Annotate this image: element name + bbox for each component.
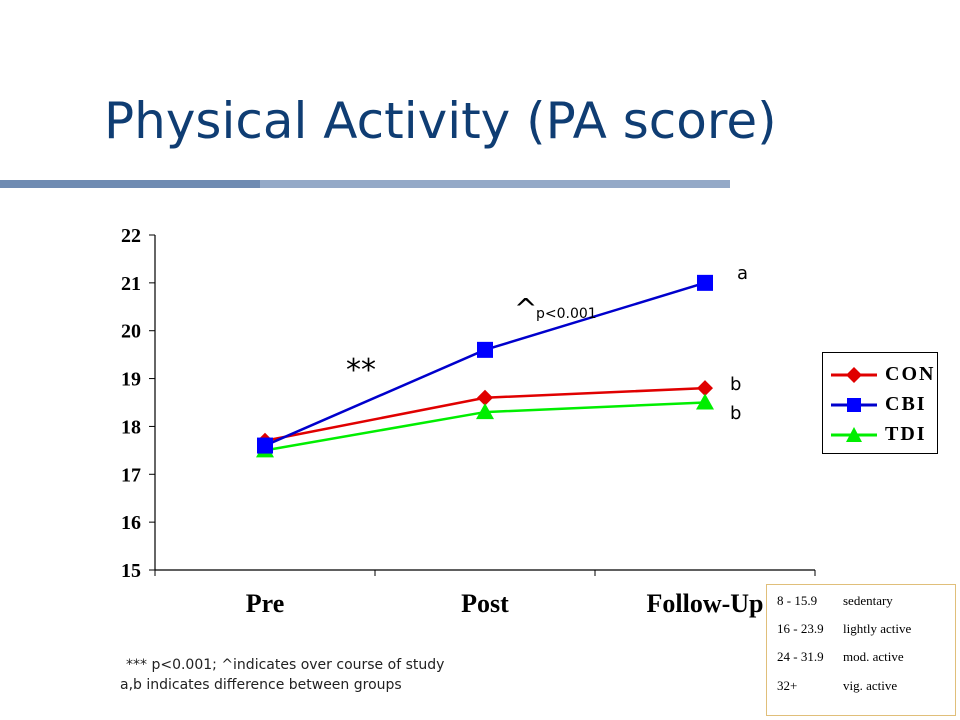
chart-axes: 15 16 17 18 19 20 21 22 Pre Post Follow-Up [121,225,816,618]
caret-marker: ^ [514,292,537,325]
data-point-cbi [477,341,493,358]
title-rule-accent [0,180,260,188]
legend-item-cbi: CBI [831,391,935,419]
caret-p-value: p<0.001 [536,306,597,322]
significance-marker: ** [346,353,376,388]
scale-range: 24 - 31.9 [777,649,824,664]
y-tick-label: 16 [121,512,141,534]
title-rule [0,180,730,188]
scale-label: lightly active [843,621,912,636]
slide-title: Physical Activity (PA score) [104,92,777,150]
scale-row: 16 - 23.9 lightly active [777,621,911,637]
legend-item-tdi: TDI [831,421,935,449]
scale-row: 8 - 15.9 sedentary [777,593,893,609]
x-tick-label: Follow-Up [647,589,764,618]
y-tick-label: 20 [121,321,141,343]
y-tick-label: 15 [121,560,141,582]
chart-annotations: ** ^p<0.001 a bb [346,263,748,424]
data-point-tdi [476,403,494,420]
footnote-significance: *** p<0.001; ^indicates over course of s… [126,657,445,673]
scale-row: 24 - 31.9 mod. active [777,649,904,665]
pa-score-scale: 8 - 15.9 sedentary 16 - 23.9 lightly activ… [766,584,956,716]
footnote-groups: a,b indicates difference between groups [120,677,402,693]
scale-label: vig. active [843,678,898,693]
scale-row: 32+ vig. active [777,678,897,694]
data-point-cbi [697,274,713,291]
data-point-tdi [696,393,714,410]
legend-swatch-con [831,367,877,383]
chart-legend: CON CBI TDI [822,352,938,454]
y-tick-label: 19 [121,369,141,391]
y-tick-label: 22 [121,225,141,247]
x-tick-label: Pre [246,589,285,618]
group-label-b-tdi: b [730,403,741,424]
legend-label-cbi: CBI [885,393,927,415]
x-tick-label: Post [461,589,509,618]
scale-range: 16 - 23.9 [777,621,824,636]
group-label-a: a [737,263,748,284]
y-tick-label: 21 [121,273,141,295]
legend-label-tdi: TDI [885,423,927,445]
scale-range: 32+ [777,678,798,693]
legend-swatch-tdi [831,427,877,442]
group-label-b-con: b [730,374,741,395]
y-tick-label: 17 [121,464,141,486]
chart-series [256,274,714,458]
y-tick-label: 18 [121,416,141,438]
data-point-con [477,389,493,406]
legend-item-con: CON [831,361,935,389]
scale-range: 8 - 15.9 [777,593,818,608]
data-point-cbi [257,437,273,454]
data-point-con [697,380,713,397]
series-line-cbi [264,281,706,447]
legend-swatch-cbi [831,398,877,412]
legend-label-con: CON [885,363,936,385]
scale-label: sedentary [843,593,893,608]
scale-label: mod. active [843,649,904,664]
